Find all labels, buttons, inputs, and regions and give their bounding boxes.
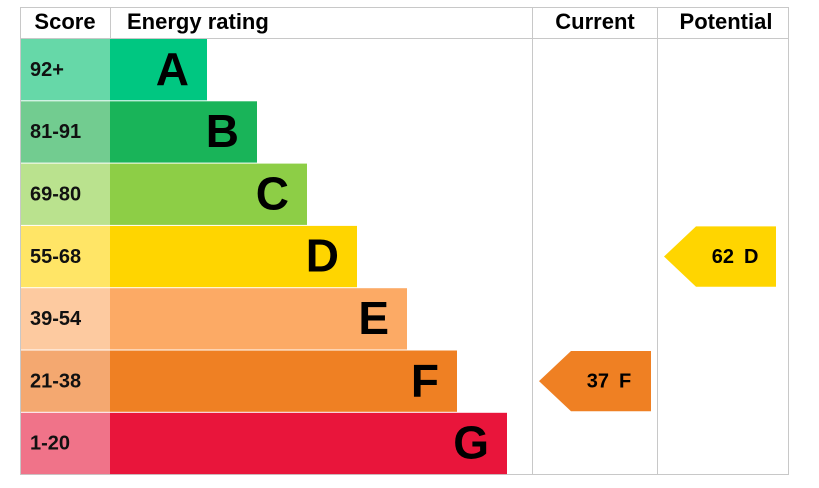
rating-bar [110, 39, 207, 101]
band-letter: A [156, 43, 189, 95]
score-label: 92+ [30, 59, 64, 81]
arrow-shape [539, 351, 651, 412]
header-rating: Energy rating [127, 9, 269, 34]
current-arrow: 37 F [539, 351, 651, 412]
arrow-letter: F [619, 370, 631, 392]
rating-bar [110, 412, 507, 475]
rating-bar [110, 101, 257, 163]
score-label: 1-20 [30, 433, 70, 455]
score-label: 55-68 [30, 246, 81, 268]
potential-arrow: 62 D [664, 226, 776, 287]
score-cell [21, 225, 110, 288]
grid [20, 7, 789, 475]
rating-bar [110, 288, 407, 350]
band-letter: D [306, 230, 339, 282]
score-label: 39-54 [30, 308, 82, 330]
rating-bar [110, 225, 357, 288]
header-current: Current [555, 9, 635, 34]
score-cell [21, 39, 110, 101]
band-letter: E [358, 292, 389, 344]
arrow-letter: D [744, 246, 758, 268]
band-letter: C [256, 167, 289, 219]
arrow-value: 62 [712, 246, 734, 268]
band-letter: B [206, 105, 239, 157]
header-potential: Potential [680, 9, 773, 34]
rating-bar [110, 350, 457, 412]
rating-bar [110, 163, 307, 225]
score-cell [21, 350, 110, 412]
score-cell [21, 101, 110, 163]
score-label: 81-91 [30, 121, 81, 143]
band-letter: F [411, 354, 439, 406]
header-score: Score [34, 9, 95, 34]
score-cell [21, 288, 110, 350]
score-label: 21-38 [30, 370, 81, 392]
arrow-shape [664, 226, 776, 287]
frame [20, 7, 789, 475]
band-letter: G [453, 417, 489, 469]
score-cell [21, 163, 110, 225]
score-cell [21, 412, 110, 475]
arrow-value: 37 [587, 370, 609, 392]
score-label: 69-80 [30, 184, 81, 206]
